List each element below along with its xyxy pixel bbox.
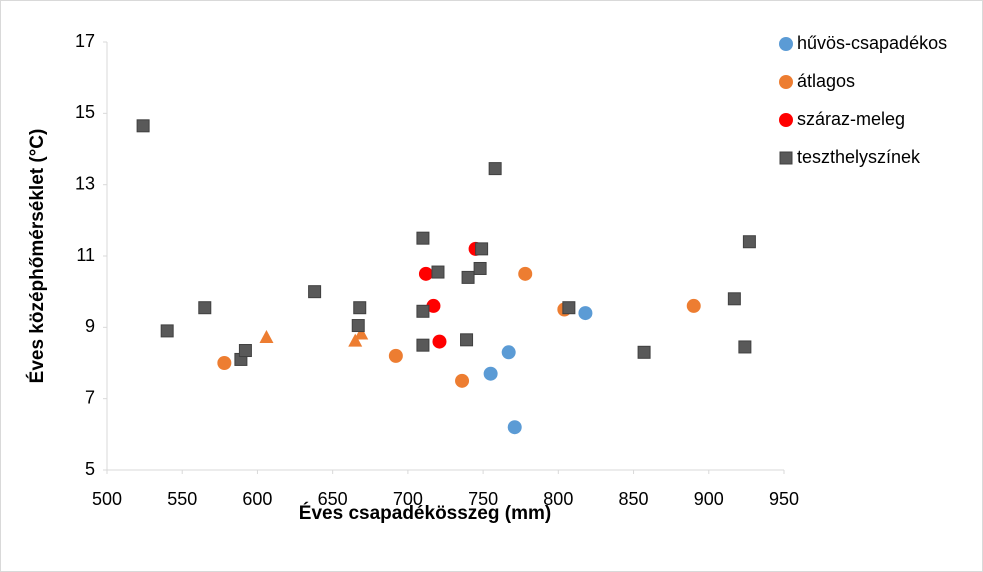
y-tick-label: 15 [75, 102, 95, 122]
point [308, 285, 322, 299]
point [136, 119, 150, 133]
point [578, 306, 593, 321]
point [418, 266, 433, 281]
point [217, 356, 232, 370]
legend-label: hűvös-csapadékos [797, 33, 947, 53]
legend-marker [779, 151, 793, 165]
point [431, 265, 445, 279]
point [259, 330, 274, 344]
point [686, 298, 701, 313]
point [432, 334, 447, 349]
point [501, 345, 516, 360]
point [473, 261, 487, 275]
point [727, 292, 741, 306]
legend-marker [779, 75, 793, 89]
x-tick-label: 800 [543, 489, 573, 509]
x-tick-label: 500 [92, 489, 122, 509]
point [742, 235, 756, 249]
point [518, 266, 533, 281]
legend-marker [779, 113, 793, 127]
y-tick-label: 17 [75, 31, 95, 51]
point [460, 333, 474, 347]
x-tick-label: 700 [393, 489, 423, 509]
point [348, 333, 363, 347]
legend-marker [779, 37, 793, 51]
point [637, 345, 651, 359]
point [351, 319, 365, 333]
point [354, 326, 369, 340]
legend-label: teszthelyszínek [797, 147, 921, 167]
point [488, 162, 502, 176]
point [562, 301, 576, 315]
y-tick-label: 11 [76, 245, 95, 265]
x-tick-label: 900 [694, 489, 724, 509]
y-tick-label: 7 [85, 387, 95, 407]
x-tick-label: 850 [619, 489, 649, 509]
x-tick-label: 600 [242, 489, 272, 509]
point [475, 242, 489, 256]
point [353, 301, 367, 315]
point [160, 324, 174, 338]
point [238, 344, 252, 358]
y-axis-title: Éves középhőmérséklet (°C) [26, 129, 48, 384]
point [388, 348, 403, 363]
x-tick-label: 650 [318, 489, 348, 509]
x-axis-title: Éves csapadékösszeg (mm) [299, 502, 551, 524]
y-tick-label: 13 [75, 173, 95, 193]
y-tick-label: 9 [85, 316, 95, 336]
x-tick-label: 950 [769, 489, 799, 509]
point [738, 340, 752, 354]
point [507, 420, 522, 435]
point [455, 373, 470, 388]
point [416, 231, 430, 245]
point [416, 304, 430, 318]
legend-label: száraz-meleg [797, 109, 905, 129]
point [426, 298, 441, 313]
y-tick-label: 5 [85, 459, 95, 479]
point [461, 270, 475, 284]
point [483, 366, 498, 381]
point [416, 338, 430, 352]
legend-label: átlagos [797, 71, 855, 91]
x-tick-label: 550 [167, 489, 197, 509]
point [198, 301, 212, 315]
x-tick-label: 750 [468, 489, 498, 509]
